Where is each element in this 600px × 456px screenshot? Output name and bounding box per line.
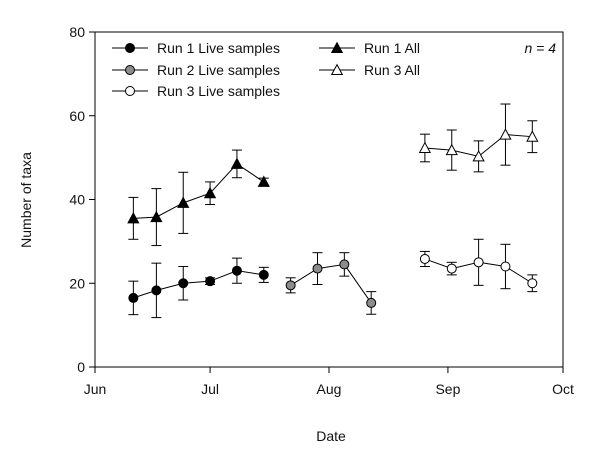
data-point (177, 196, 190, 208)
y-tick-label: 0 (77, 359, 85, 375)
series-2 (419, 238, 538, 293)
y-axis: 0 20 40 60 80 (69, 24, 95, 375)
data-point (203, 186, 217, 199)
data-point (472, 150, 485, 162)
data-point (178, 278, 189, 289)
x-axis: Jun Jul Aug Sep Oct (84, 367, 574, 397)
x-axis-title: Date (316, 428, 346, 444)
legend-entry: Run 1 Live samples (112, 40, 280, 56)
series-1 (285, 252, 377, 315)
legend-label: Run 1 All (364, 40, 420, 56)
data-point (526, 130, 539, 142)
data-point (258, 269, 269, 280)
x-tick-label: Sep (435, 381, 460, 397)
data-point (499, 128, 512, 140)
y-tick-label: 80 (69, 24, 85, 40)
y-tick-label: 60 (69, 108, 85, 124)
x-tick-label: Oct (552, 381, 574, 397)
series-0 (128, 257, 269, 319)
legend-label: Run 3 All (364, 62, 420, 78)
data-point (419, 253, 430, 264)
legend-entry: Run 3 All (319, 62, 420, 78)
legend-marker (125, 43, 135, 53)
data-point (150, 210, 163, 223)
data-point (446, 263, 457, 274)
x-tick-label: Jul (201, 381, 219, 397)
legend-label: Run 1 Live samples (157, 40, 280, 56)
data-point (127, 211, 140, 224)
data-point (527, 278, 538, 289)
data-point (366, 297, 377, 308)
series-line (133, 163, 265, 219)
data-point (230, 157, 244, 169)
data-point (151, 285, 162, 296)
legend-marker (125, 65, 135, 75)
data-point (205, 276, 216, 287)
series-layer (127, 103, 539, 319)
data-point (128, 292, 139, 303)
data-point (257, 175, 270, 187)
data-point (500, 261, 511, 272)
legend-label: Run 3 Live samples (157, 83, 280, 99)
legend-marker (125, 86, 135, 96)
series-4 (418, 103, 539, 173)
sample-size-annotation: n = 4 (524, 40, 556, 56)
data-point (339, 259, 350, 270)
legend-label: Run 2 Live samples (157, 62, 280, 78)
x-tick-label: Aug (317, 381, 342, 397)
data-point (418, 141, 432, 153)
legend-marker (330, 41, 344, 54)
legend-marker (330, 63, 344, 76)
y-tick-label: 20 (69, 275, 85, 291)
y-axis-title: Number of taxa (18, 152, 34, 248)
legend-entry: Run 3 Live samples (112, 83, 280, 99)
data-point (285, 280, 296, 291)
y-tick-label: 40 (69, 192, 85, 208)
series-line (290, 263, 372, 304)
data-point (445, 143, 458, 156)
data-point (473, 257, 484, 268)
x-tick-label: Jun (84, 381, 107, 397)
series-3 (127, 149, 270, 247)
data-point (312, 263, 323, 274)
legend-entry: Run 2 Live samples (112, 62, 280, 78)
legend: Run 1 Live samples Run 2 Live samples Run … (112, 40, 420, 99)
data-point (231, 265, 242, 276)
legend-entry: Run 1 All (319, 40, 420, 56)
